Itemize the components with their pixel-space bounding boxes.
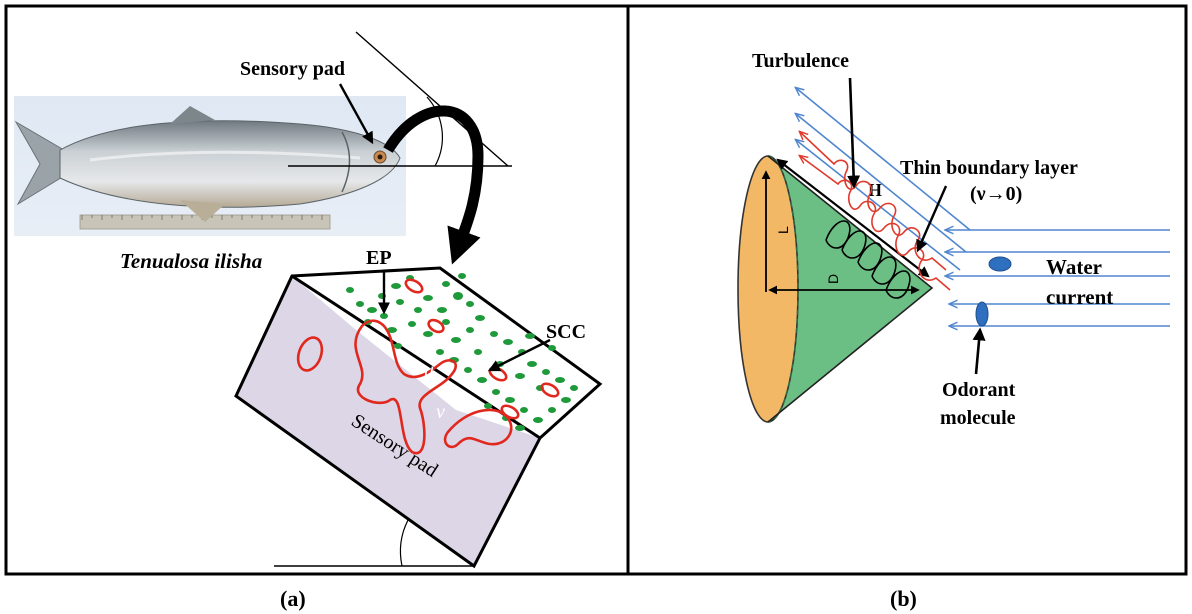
angle-line — [355, 31, 509, 167]
water-current-lines — [946, 230, 1170, 326]
odorant-molecule-1 — [988, 256, 1012, 272]
surface-vortices — [825, 220, 911, 299]
turbulence-arrow — [847, 77, 861, 189]
water-label-line2: current — [1046, 285, 1113, 309]
caption-b: (b) — [890, 586, 917, 611]
angle-arc — [426, 96, 443, 167]
h-label: H — [868, 180, 882, 200]
odorant-arrow — [972, 327, 986, 375]
turbulence-label: Turbulence — [752, 50, 849, 72]
sensory-pad-label: Sensory pad — [240, 58, 345, 80]
boundary-label-line1: Thin boundary layer — [900, 157, 1078, 179]
scc-label: SCC — [546, 321, 586, 343]
cone-base-label: D — [825, 274, 841, 284]
v-label: v — [436, 401, 445, 423]
odorant-label-line2: molecule — [940, 407, 1016, 429]
cone — [737, 155, 934, 423]
u-label: u — [424, 359, 434, 381]
boundary-streamlines — [796, 88, 971, 271]
cone-height-label: L — [775, 226, 791, 234]
scc-arrow — [487, 338, 551, 372]
ep-pores — [296, 278, 560, 455]
water-label-line1: Water — [1046, 255, 1102, 279]
panel-a: Sensory pad Tenualosa ilisha — [14, 31, 603, 569]
scc-cells — [346, 273, 578, 431]
fish-photo — [14, 96, 406, 236]
figure-frame — [4, 4, 1188, 576]
species-name: Tenualosa ilisha — [120, 249, 262, 273]
odorant-molecule-2 — [975, 301, 989, 327]
zoom-curved-arrow — [383, 105, 484, 265]
caption-a: (a) — [280, 586, 306, 611]
boundary-label-line2: (ν→0) — [970, 183, 1022, 205]
panel-b: L D H — [737, 50, 1170, 429]
odorant-label-line1: Odorant — [942, 379, 1016, 401]
h-dimension-arrow — [776, 158, 930, 278]
sensory-pad-arrow — [338, 83, 374, 145]
turbulence-lines — [800, 132, 951, 291]
ep-label: EP — [366, 247, 392, 269]
boundary-arrow — [916, 185, 948, 253]
